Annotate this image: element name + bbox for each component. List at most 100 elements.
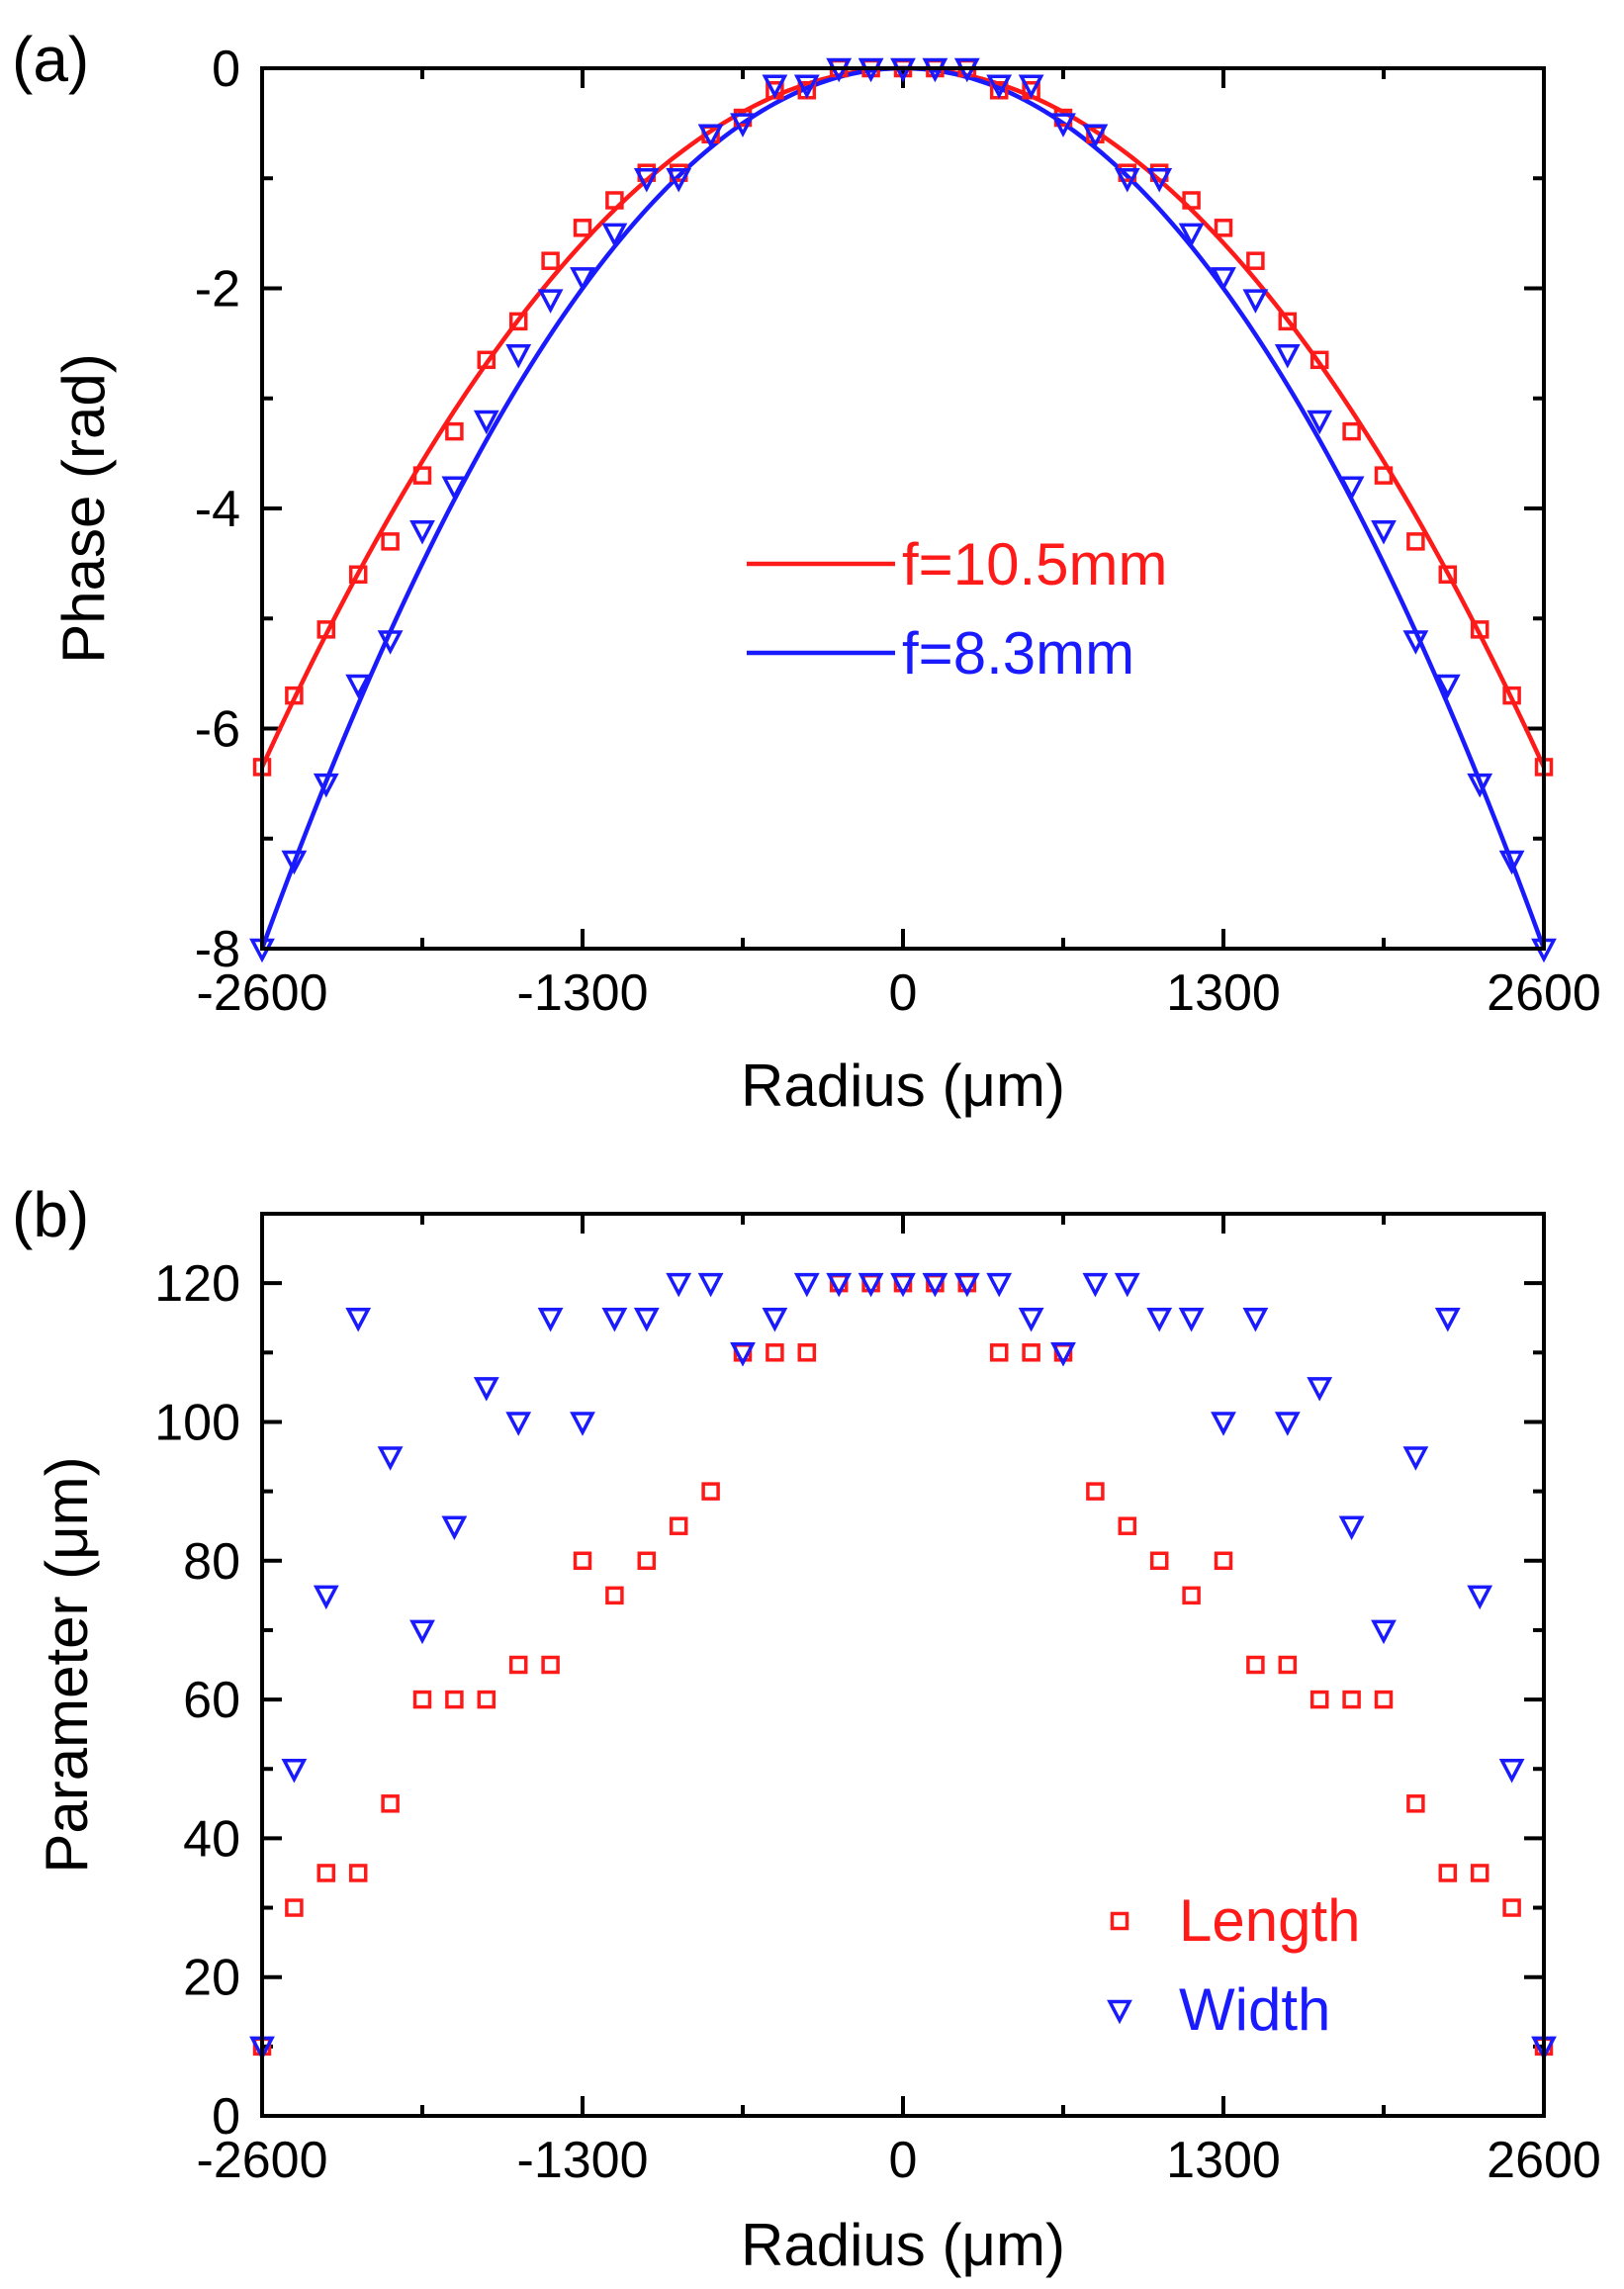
plot-frame-a — [260, 66, 1546, 951]
point-f-10-5mm — [1182, 191, 1201, 210]
point-f-8-3mm — [345, 674, 372, 699]
point-f-10-5mm — [412, 466, 432, 485]
point-f-8-3mm — [409, 520, 435, 545]
legend-b: Length Width — [1107, 1887, 1361, 2043]
point-width — [1114, 1272, 1140, 1298]
x-tick-label: 1300 — [1166, 964, 1281, 1022]
point-f-8-3mm — [1082, 124, 1109, 149]
point-f-8-3mm — [377, 630, 404, 655]
point-width — [281, 1758, 308, 1784]
point-width — [601, 1307, 628, 1332]
point-f-8-3mm — [1498, 850, 1525, 875]
y-tick-label: 80 — [183, 1533, 240, 1591]
point-length — [1406, 1794, 1425, 1813]
point-width — [377, 1446, 404, 1471]
point-f-10-5mm — [348, 565, 368, 584]
point-f-10-5mm — [541, 251, 560, 270]
phase-chart: (a) -2600 -1300 0 1300 2600 0 -2 -4 -6 -8 Radius … — [12, 24, 1601, 1119]
y-tick-label: -8 — [195, 921, 240, 978]
point-width — [762, 1307, 788, 1332]
y-tick-label: -4 — [195, 481, 240, 538]
point-length — [508, 1655, 528, 1675]
point-f-10-5mm — [1374, 466, 1394, 485]
point-f-10-5mm — [573, 219, 592, 237]
point-f-10-5mm — [508, 312, 528, 331]
point-f-10-5mm — [1470, 620, 1489, 639]
point-length — [1118, 1516, 1137, 1535]
y-tick-label: -6 — [195, 701, 240, 759]
point-width — [857, 1272, 884, 1298]
point-width — [1178, 1307, 1205, 1332]
point-f-8-3mm — [1178, 223, 1205, 248]
legend-a: f=10.5mm f=8.3mm — [747, 531, 1167, 687]
point-length — [445, 1690, 464, 1709]
point-f-8-3mm — [1338, 476, 1365, 502]
point-length — [701, 1482, 720, 1501]
point-width — [1146, 1307, 1173, 1332]
point-width — [922, 1272, 948, 1298]
point-f-10-5mm — [445, 421, 464, 441]
point-length — [1149, 1551, 1169, 1571]
point-f-8-3mm — [441, 476, 468, 502]
point-f-8-3mm — [1018, 74, 1044, 99]
x-tick-label: 0 — [889, 2132, 918, 2189]
legend-marker-width — [1107, 1999, 1132, 2025]
point-f-8-3mm — [1274, 344, 1301, 369]
point-length — [1214, 1551, 1233, 1571]
point-length — [605, 1586, 624, 1605]
x-tick-label: -1300 — [517, 964, 649, 1022]
point-length — [1438, 1864, 1458, 1882]
y-tick-label: -2 — [195, 261, 240, 319]
y-tick-label: 20 — [183, 1950, 240, 2007]
point-width — [1242, 1307, 1269, 1332]
point-length — [669, 1516, 688, 1535]
point-f-8-3mm — [730, 113, 756, 137]
point-length — [285, 1898, 304, 1917]
point-width — [1434, 1307, 1461, 1332]
legend-marker-length — [1110, 1911, 1129, 1931]
point-width — [313, 1585, 339, 1610]
point-f-10-5mm — [285, 686, 304, 705]
point-width — [1274, 1412, 1301, 1436]
point-length — [1278, 1655, 1298, 1675]
point-width — [1211, 1412, 1236, 1436]
point-f-10-5mm — [381, 532, 400, 551]
point-f-8-3mm — [570, 267, 595, 292]
legend-label-f8-3mm: f=8.3mm — [902, 620, 1134, 687]
legend-label-length: Length — [1179, 1887, 1361, 1954]
point-width — [666, 1272, 692, 1298]
x-axis-title-b: Radius (μm) — [741, 2212, 1065, 2278]
point-length — [541, 1655, 560, 1675]
panel-label-a: (a) — [12, 24, 89, 95]
point-f-8-3mm — [1114, 168, 1140, 193]
x-tick-label: 0 — [889, 964, 918, 1022]
point-f-8-3mm — [1402, 630, 1429, 655]
point-width — [793, 1272, 820, 1298]
point-length — [1309, 1690, 1329, 1709]
point-f-10-5mm — [316, 620, 336, 639]
point-width — [697, 1272, 724, 1298]
x-tick-label: 2600 — [1487, 2132, 1601, 2189]
point-width — [1498, 1758, 1525, 1784]
point-f-8-3mm — [537, 289, 564, 314]
point-f-10-5mm — [1246, 251, 1265, 270]
point-length — [573, 1551, 592, 1571]
x-axis-title-a: Radius (μm) — [741, 1053, 1065, 1119]
legend-label-f10-5mm: f=10.5mm — [902, 531, 1167, 597]
point-length — [1246, 1655, 1265, 1675]
point-length — [348, 1864, 368, 1882]
point-f-10-5mm — [1502, 686, 1521, 705]
point-width — [345, 1307, 372, 1332]
point-length — [1342, 1690, 1361, 1709]
point-f-8-3mm — [633, 168, 660, 193]
point-f-8-3mm — [793, 74, 820, 99]
point-f-10-5mm — [605, 191, 624, 210]
point-width — [441, 1515, 468, 1540]
plot-frame-b — [260, 1212, 1546, 2118]
point-width — [505, 1412, 532, 1436]
point-f-8-3mm — [1050, 113, 1076, 137]
point-f-10-5mm — [477, 350, 496, 370]
point-length — [989, 1343, 1009, 1362]
point-f-8-3mm — [473, 410, 499, 435]
